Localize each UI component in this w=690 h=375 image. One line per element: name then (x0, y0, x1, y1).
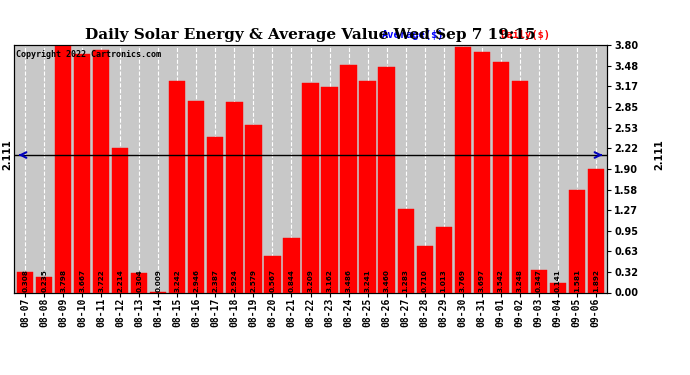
Bar (435, 226, 452, 292)
Bar (588, 169, 604, 292)
Text: 0.304: 0.304 (137, 269, 142, 292)
Bar (131, 273, 148, 292)
Text: 0.567: 0.567 (270, 269, 275, 292)
Text: 2.579: 2.579 (250, 269, 257, 292)
Text: 0.141: 0.141 (555, 269, 561, 292)
Bar (188, 100, 204, 292)
Bar (550, 284, 566, 292)
Bar (359, 81, 375, 292)
Bar (93, 50, 110, 292)
Text: 3.798: 3.798 (60, 269, 66, 292)
Title: Daily Solar Energy & Average Value Wed Sep 7 19:15: Daily Solar Energy & Average Value Wed S… (85, 28, 536, 42)
Text: 0.710: 0.710 (422, 269, 428, 292)
Bar (264, 256, 281, 292)
Text: 1.581: 1.581 (574, 269, 580, 292)
Bar (455, 47, 471, 292)
Text: 2.111: 2.111 (655, 140, 664, 170)
Bar (322, 87, 337, 292)
Text: 3.242: 3.242 (175, 269, 180, 292)
Text: 0.235: 0.235 (41, 269, 47, 292)
Bar (17, 273, 33, 292)
Bar (340, 66, 357, 292)
Bar (379, 67, 395, 292)
Text: 3.248: 3.248 (517, 269, 523, 292)
Text: 3.486: 3.486 (346, 269, 351, 292)
Text: 2.387: 2.387 (213, 269, 219, 292)
Text: 2.111: 2.111 (2, 140, 12, 170)
Bar (207, 137, 224, 292)
Text: 0.844: 0.844 (288, 269, 295, 292)
Bar (75, 54, 90, 292)
Bar (55, 45, 71, 292)
Bar (397, 209, 414, 292)
Text: 3.162: 3.162 (326, 269, 333, 292)
Text: 2.214: 2.214 (117, 269, 124, 292)
Text: 3.722: 3.722 (98, 269, 104, 292)
Text: 0.347: 0.347 (535, 269, 542, 292)
Text: 1.283: 1.283 (402, 269, 408, 292)
Text: 0.009: 0.009 (155, 269, 161, 292)
Text: 3.769: 3.769 (460, 269, 466, 292)
Bar (284, 237, 299, 292)
Text: 3.460: 3.460 (384, 269, 390, 292)
Text: 3.542: 3.542 (497, 269, 504, 292)
Bar (112, 148, 128, 292)
Bar (302, 84, 319, 292)
Bar (493, 62, 509, 292)
Text: Average($): Average($) (382, 30, 444, 40)
Bar (36, 277, 52, 292)
Bar (511, 81, 528, 292)
Bar (246, 124, 262, 292)
Text: 1.013: 1.013 (441, 269, 446, 292)
Bar (569, 189, 585, 292)
Bar (226, 102, 242, 292)
Text: Copyright 2022 Cartronics.com: Copyright 2022 Cartronics.com (16, 50, 161, 59)
Text: 3.697: 3.697 (479, 269, 484, 292)
Text: 2.924: 2.924 (231, 269, 237, 292)
Text: 3.667: 3.667 (79, 269, 86, 292)
Text: 0.308: 0.308 (22, 269, 28, 292)
Text: Daily($): Daily($) (500, 30, 551, 40)
Text: 1.892: 1.892 (593, 269, 599, 292)
Text: 3.241: 3.241 (364, 269, 371, 292)
Bar (531, 270, 546, 292)
Bar (473, 52, 490, 292)
Bar (417, 246, 433, 292)
Text: 3.209: 3.209 (308, 269, 313, 292)
Text: 2.946: 2.946 (193, 269, 199, 292)
Bar (169, 81, 186, 292)
